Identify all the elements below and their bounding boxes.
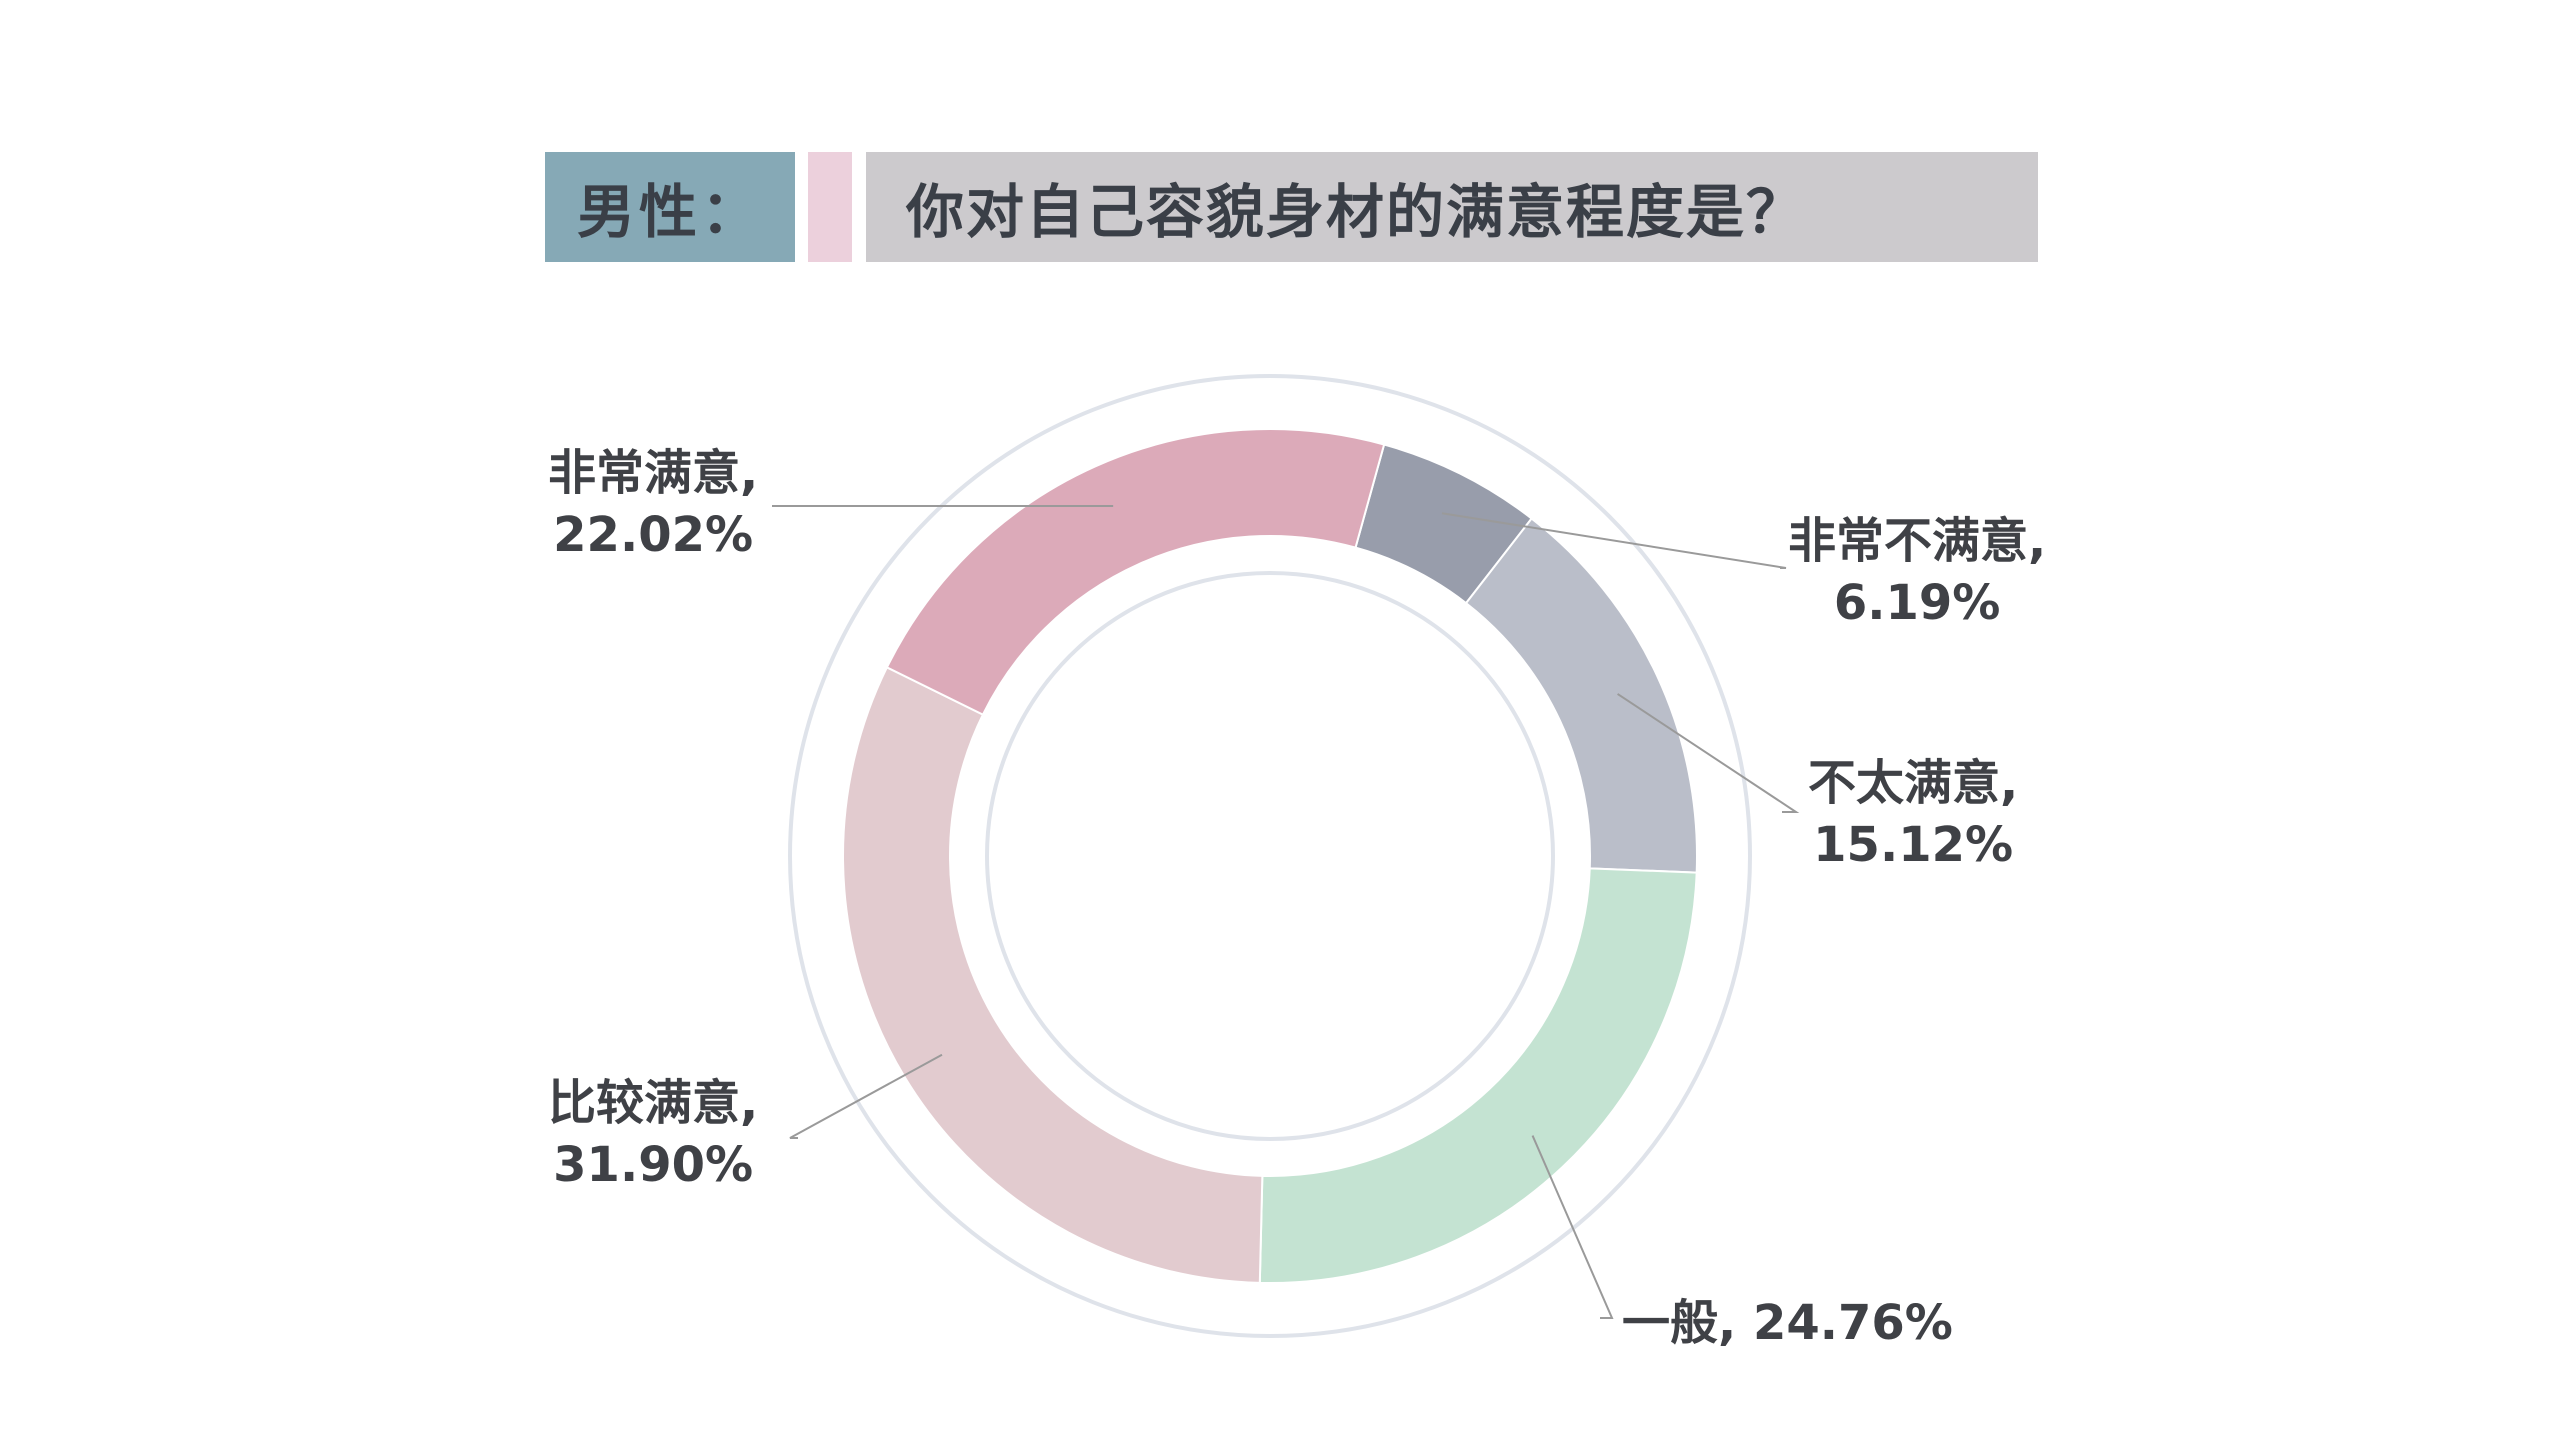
slice-label-dissatisfied: 不太满意, 15.12% [1808,752,2018,876]
gender-label-box: 男性： [545,152,795,262]
slice-label-very-satisfied: 非常满意, 22.02% [548,442,758,566]
donut-slice-fairly-satisfied [842,666,1264,1284]
slice-label-very-dissatisfied-value: 6.19% [1833,575,2001,631]
donut-slice-very-satisfied [885,428,1386,716]
gender-label: 男性： [576,178,763,246]
slice-label-dissatisfied-value: 15.12% [1813,817,2014,873]
outer-ring-outline [788,374,1752,1338]
slice-label-fairly-satisfied-name: 比较满意 [548,1075,741,1131]
accent-box [808,152,852,262]
slice-label-neutral: 一般, 24.76% [1622,1295,1953,1351]
slice-label-very-satisfied-name: 非常满意 [548,445,741,501]
slice-label-neutral-value: 24.76% [1752,1295,1953,1351]
slice-label-fairly-satisfied-value: 31.90% [553,1137,754,1193]
slice-label-very-dissatisfied: 非常不满意, 6.19% [1788,510,2046,634]
leader-line-fairly-satisfied [789,1053,943,1139]
slice-label-fairly-satisfied: 比较满意, 31.90% [548,1072,758,1196]
leader-line-dissatisfied [1617,693,1800,813]
slice-label-very-satisfied-value: 22.02% [553,507,754,563]
leader-line-very-dissatisfied [1441,512,1787,569]
slice-label-neutral-name: 一般 [1622,1295,1719,1351]
leader-lines [771,505,1800,1319]
slice-label-dissatisfied-name: 不太满意 [1808,755,2001,811]
question-title: 你对自己容貌身材的满意程度是？ [906,178,1807,246]
question-box: 你对自己容貌身材的满意程度是？ [866,152,2038,262]
slice-label-very-dissatisfied-name: 非常不满意 [1788,513,2029,569]
donut-slice-neutral [1258,867,1698,1284]
inner-ring-outline [985,571,1555,1141]
donut-slices [842,428,1699,1284]
leader-line-neutral [1531,1135,1614,1319]
